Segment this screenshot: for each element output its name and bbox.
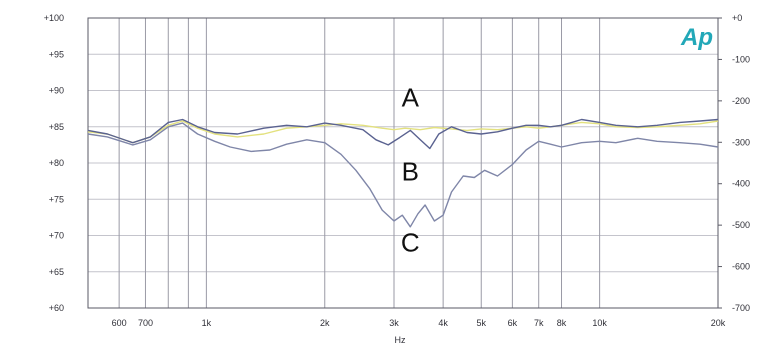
ap-logo: Ap	[680, 24, 713, 51]
x-tick-label: 3k	[389, 318, 399, 328]
y2-tick-label: -600	[732, 262, 750, 272]
series	[87, 118, 719, 228]
x-tick-label: 5k	[476, 318, 486, 328]
x-tick-label: 1k	[202, 318, 212, 328]
y2-tick-label: -400	[732, 179, 750, 189]
y2-tick-label: -700	[732, 303, 750, 313]
plot-frame	[87, 17, 719, 309]
x-tick-label: 4k	[438, 318, 448, 328]
y-tick-label: +80	[49, 158, 64, 168]
y-tick-label: +90	[49, 86, 64, 96]
x-tick-label: 10k	[592, 318, 607, 328]
annotations: A B C	[401, 82, 420, 257]
x-tick-label: 8k	[557, 318, 567, 328]
x-tick-label: 2k	[320, 318, 330, 328]
series-line-1	[87, 118, 719, 150]
series-line-0	[87, 120, 719, 144]
y2-tick-label: -300	[732, 137, 750, 147]
x-tick-label: 7k	[534, 318, 544, 328]
grid	[88, 17, 719, 309]
x-tick-label: 6k	[508, 318, 518, 328]
y2-tick-label: -200	[732, 96, 750, 106]
x-tick-label: 700	[138, 318, 153, 328]
y-tick-label: +100	[44, 13, 64, 23]
annotation-label: B	[402, 156, 419, 186]
axes: +100 +95 +90 +85 +80 +75 +70 +65 +60 +0 -100 -200 -3…	[44, 13, 750, 345]
x-tick-label: 600	[112, 318, 127, 328]
annotation-label: A	[402, 82, 420, 112]
y-tick-label: +85	[49, 122, 64, 132]
y-tick-label: +70	[49, 231, 64, 241]
y2-tick-label: -500	[732, 220, 750, 230]
y-tick-label: +75	[49, 194, 64, 204]
y2-tick-label: -100	[732, 54, 750, 64]
series-line-2	[87, 122, 719, 228]
x-axis-label: Hz	[395, 335, 406, 345]
y2-tick-label: +0	[732, 13, 742, 23]
x-tick-label: 20k	[711, 318, 726, 328]
annotation-label: C	[401, 227, 420, 257]
y-tick-label: +65	[49, 267, 64, 277]
y-tick-label: +60	[49, 303, 64, 313]
logo: Ap	[680, 24, 713, 51]
y-tick-label: +95	[49, 49, 64, 59]
